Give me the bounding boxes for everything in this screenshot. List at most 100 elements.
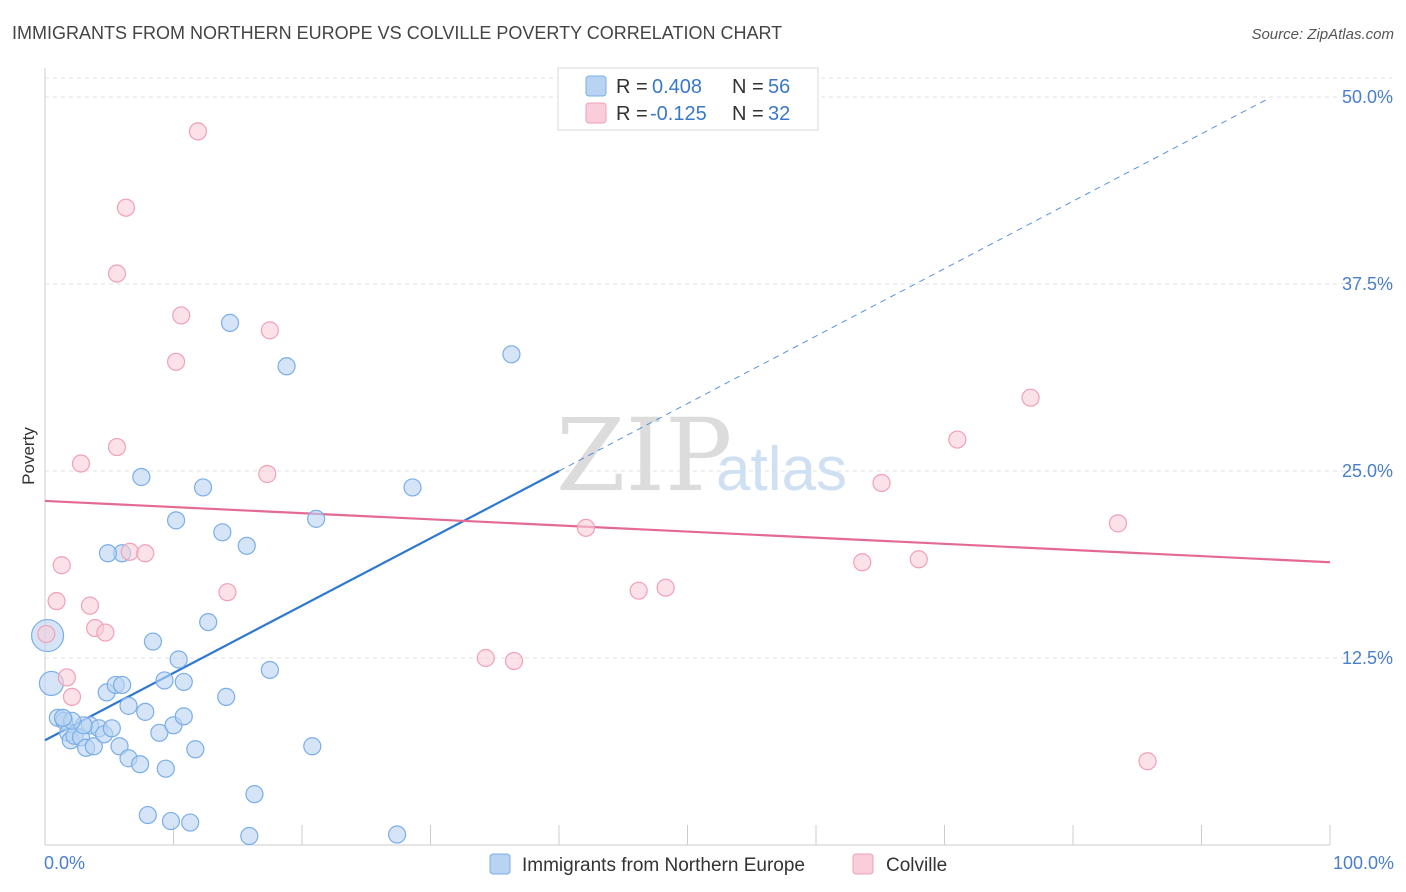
- point-s0-43: [277, 357, 296, 376]
- axes: [44, 68, 1331, 846]
- point-s1-12: [218, 583, 237, 602]
- point-s0-32: [181, 813, 200, 832]
- point-s0-37: [217, 687, 236, 706]
- point-s1-4: [260, 321, 279, 340]
- gridlines: [45, 77, 1392, 659]
- point-s0-35: [199, 612, 218, 632]
- point-s0-24: [150, 723, 169, 742]
- point-s1-24: [656, 578, 675, 597]
- legend-n-value-1: 56: [768, 76, 790, 98]
- point-s0-36: [213, 523, 232, 542]
- point-s1-20: [476, 648, 495, 668]
- point-s0-20: [130, 755, 150, 774]
- point-s1-23: [629, 581, 648, 600]
- bottom-legend-swatch-blue: [489, 853, 511, 875]
- legend-swatch-blue: [585, 75, 607, 97]
- point-s0-51: [502, 345, 521, 364]
- trend-line-extension-0: [558, 99, 1266, 472]
- point-s1-18: [57, 668, 76, 687]
- y-tick-label-1: 25.0%: [1342, 461, 1393, 481]
- y-tick-labels: 12.5% 25.0% 37.5% 50.0%: [1342, 87, 1393, 668]
- point-s0-30: [174, 672, 193, 692]
- point-s1-17: [37, 624, 56, 644]
- legend-n-label-2: N =: [732, 103, 764, 125]
- point-s1-31: [1138, 752, 1157, 771]
- legend-r-value-1: 0.408: [652, 76, 702, 98]
- point-s1-30: [1108, 514, 1128, 533]
- point-s1-13: [47, 592, 66, 611]
- point-s1-0: [188, 122, 208, 141]
- chart-source: Source: ZipAtlas.com: [1251, 26, 1394, 43]
- point-s1-22: [576, 518, 596, 537]
- bottom-legend-label-1: Immigrants from Northern Europe: [522, 855, 805, 876]
- trend-line-1: [44, 499, 1331, 564]
- point-s0-44: [303, 737, 322, 756]
- watermark-zip: ZIP: [556, 397, 732, 514]
- point-s0-33: [186, 740, 205, 759]
- trend-lines: [44, 99, 1331, 742]
- point-s1-14: [80, 596, 100, 615]
- point-s1-8: [258, 464, 277, 484]
- point-s0-41: [245, 785, 264, 804]
- point-s0-39: [237, 536, 256, 555]
- point-s1-9: [52, 556, 71, 575]
- legend-n-value-2: 32: [768, 103, 790, 125]
- point-s0-28: [161, 811, 181, 831]
- bottom-legend: Immigrants from Northern Europe Colville: [489, 853, 947, 876]
- point-s1-5: [166, 352, 186, 371]
- trend-line-0: [44, 470, 560, 742]
- x-tick-label-min: 0.0%: [44, 853, 85, 873]
- y-tick-label-3: 50.0%: [1342, 87, 1393, 107]
- y-tick-label-0: 12.5%: [1342, 648, 1393, 668]
- point-s1-29: [1021, 388, 1040, 407]
- chart-title: IMMIGRANTS FROM NORTHERN EUROPE VS COLVI…: [12, 23, 782, 43]
- point-s0-21: [136, 702, 155, 721]
- legend-r-value-2: -0.125: [650, 103, 707, 125]
- point-s1-27: [909, 550, 928, 569]
- legend-n-label-1: N =: [732, 76, 764, 98]
- point-s0-47: [403, 478, 422, 497]
- point-s0-49: [132, 467, 151, 487]
- point-s0-29: [169, 650, 188, 669]
- point-s1-7: [71, 454, 91, 473]
- point-s1-3: [172, 306, 191, 325]
- point-s1-2: [107, 264, 127, 283]
- legend-r-label-1: R =: [616, 76, 648, 98]
- legend: R = 0.408 N = 56 R = -0.125 N = 32: [557, 67, 819, 131]
- point-s0-40: [240, 826, 259, 846]
- point-s0-13: [102, 719, 121, 738]
- point-s1-21: [504, 651, 524, 671]
- legend-swatch-pink: [585, 102, 607, 124]
- bottom-legend-label-2: Colville: [886, 855, 947, 876]
- point-s1-1: [116, 198, 136, 217]
- y-axis-label: Poverty: [19, 427, 38, 485]
- point-s0-42: [260, 660, 279, 680]
- point-s1-10: [120, 542, 139, 561]
- point-s0-38: [220, 313, 240, 332]
- x-tick-label-max: 100.0%: [1333, 853, 1394, 873]
- point-s0-52: [98, 544, 118, 563]
- point-s1-6: [107, 437, 127, 457]
- bottom-legend-swatch-pink: [852, 853, 874, 875]
- data-points: [30, 122, 1157, 846]
- y-tick-label-2: 37.5%: [1342, 274, 1393, 294]
- point-s1-16: [96, 623, 115, 642]
- point-s0-48: [166, 511, 186, 530]
- legend-r-label-2: R =: [616, 103, 648, 125]
- point-s0-45: [307, 509, 326, 528]
- point-s0-16: [112, 675, 132, 695]
- point-s0-55: [53, 708, 73, 727]
- watermark: ZIP atlas: [556, 397, 847, 514]
- point-s0-26: [156, 759, 175, 778]
- point-s0-22: [138, 805, 157, 825]
- point-s1-28: [948, 430, 967, 449]
- point-s1-25: [853, 553, 872, 572]
- point-s0-34: [193, 478, 213, 497]
- point-s0-31: [174, 707, 193, 726]
- watermark-atlas: atlas: [716, 435, 847, 504]
- point-s0-10: [84, 737, 103, 756]
- point-s1-19: [62, 687, 82, 706]
- point-s1-11: [136, 544, 155, 563]
- point-s0-25: [155, 671, 174, 690]
- point-s0-46: [387, 825, 407, 844]
